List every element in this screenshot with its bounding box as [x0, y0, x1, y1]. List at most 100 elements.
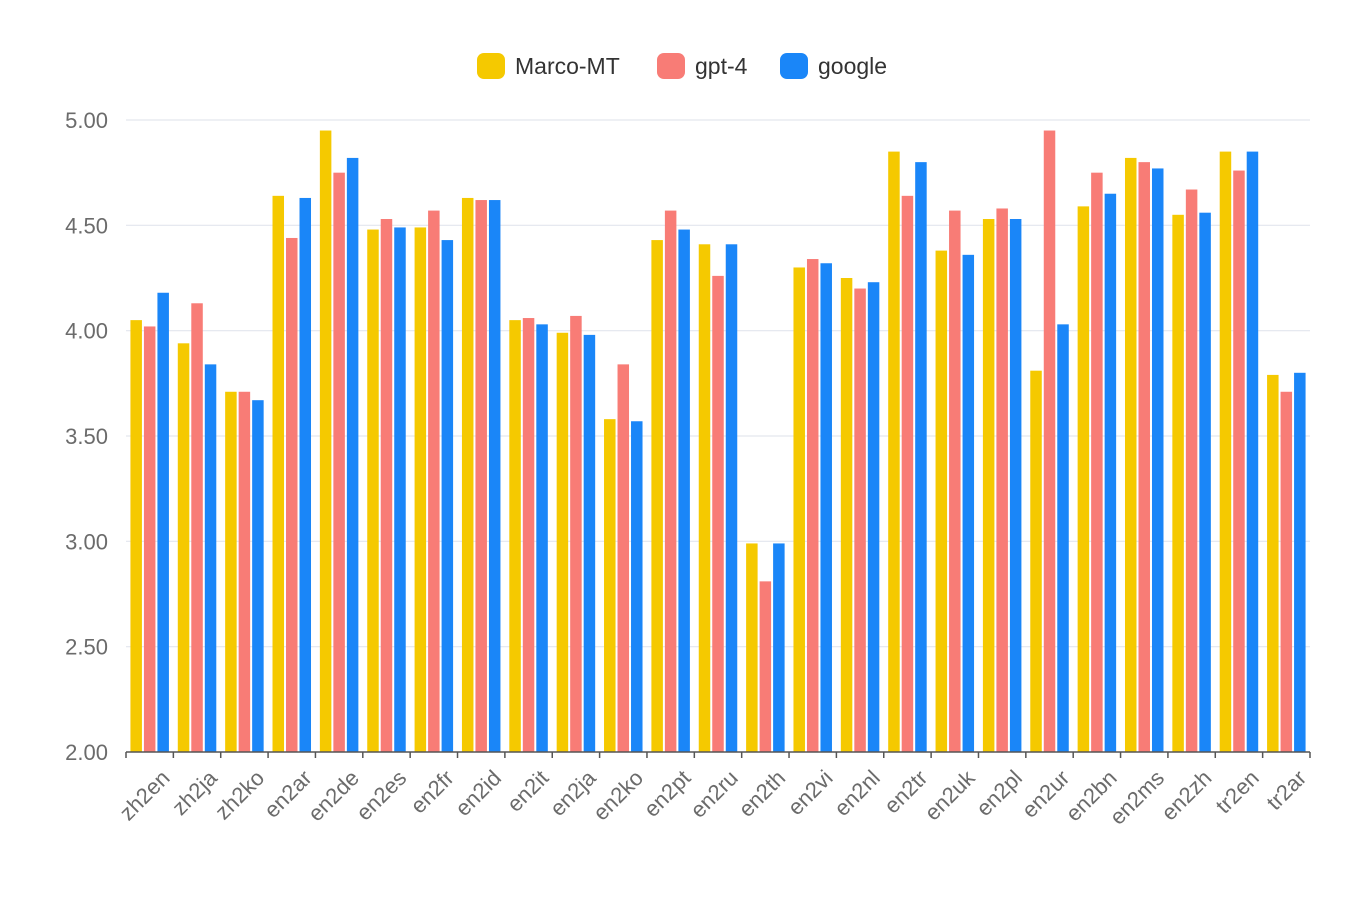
bar-google-en2es [394, 227, 406, 752]
legend-label: gpt-4 [695, 53, 748, 79]
bar-gpt-4-zh2en [143, 326, 156, 752]
legend-swatch [477, 53, 505, 79]
x-tick-label: en2th [734, 765, 791, 822]
y-tick-label: 3.50 [65, 424, 108, 449]
bar-google-en2ru [725, 244, 738, 753]
y-tick-label: 2.00 [65, 740, 108, 765]
bar-marco-mt-en2ur [1030, 370, 1042, 752]
x-tick-label: en2pl [971, 765, 1027, 821]
bar-google-en2tr [915, 162, 927, 752]
x-tick-label: en2nl [829, 765, 885, 821]
bar-gpt-4-en2bn [1091, 172, 1103, 753]
bar-google-zh2ko [252, 400, 264, 752]
legend: Marco-MT gpt-4 google [477, 53, 887, 79]
bar-gpt-4-en2nl [854, 288, 866, 752]
bar-gpt-4-en2ar [286, 237, 298, 753]
bar-google-en2uk [962, 254, 975, 752]
bar-google-tr2ar [1294, 372, 1306, 752]
bar-gpt-4-en2zh [1185, 189, 1198, 752]
x-tick-label: zh2ko [210, 765, 269, 824]
bar-marco-mt-tr2ar [1267, 374, 1279, 752]
bar-marco-mt-en2ru [698, 244, 711, 753]
bar-gpt-4-tr2en [1233, 170, 1245, 752]
y-tick-label: 5.00 [65, 108, 108, 133]
legend-label: google [818, 53, 887, 79]
bar-google-en2bn [1104, 193, 1117, 753]
x-tick-label: en2ru [685, 765, 742, 822]
x-tick-label: en2es [351, 765, 411, 825]
bar-google-en2ur [1057, 324, 1069, 752]
legend-swatch [780, 53, 808, 79]
x-tick-label: en2fr [406, 765, 459, 818]
legend-item-gpt-4: gpt-4 [657, 53, 748, 79]
legend-swatch [657, 53, 685, 79]
bar-gpt-4-en2ko [617, 364, 630, 752]
bar-marco-mt-en2pt [651, 240, 663, 752]
bar-google-en2pt [678, 229, 690, 753]
bar-google-en2ms [1151, 168, 1164, 752]
bar-google-en2pl [1009, 219, 1022, 752]
bar-google-en2ar [299, 197, 312, 752]
bar-marco-mt-en2uk [935, 250, 948, 753]
bar-google-en2ja [583, 334, 596, 752]
bar-gpt-4-en2id [475, 200, 487, 753]
bar-google-zh2en [157, 292, 169, 752]
x-tick-label: tr2ar [1261, 765, 1311, 815]
bar-marco-mt-en2ko [604, 419, 616, 752]
bar-marco-mt-en2ar [272, 195, 285, 753]
bar-gpt-4-en2vi [806, 259, 819, 752]
bar-gpt-4-en2pl [996, 208, 1008, 753]
x-tick-label: en2de [303, 765, 364, 826]
bar-gpt-4-en2ru [712, 275, 724, 752]
bar-marco-mt-en2nl [840, 278, 853, 752]
bar-marco-mt-en2fr [414, 227, 427, 752]
y-axis-ticks: 2.00 2.50 3.00 3.50 4.00 4.50 5.00 [65, 108, 108, 765]
bar-google-en2it [536, 324, 548, 752]
bar-marco-mt-en2pl [982, 219, 995, 752]
bar-gpt-4-zh2ja [191, 303, 203, 752]
bar-marco-mt-en2es [367, 229, 379, 753]
x-tick-label: en2vi [783, 765, 838, 820]
bar-marco-mt-en2bn [1077, 206, 1090, 752]
bar-google-en2th [773, 543, 785, 752]
bar-google-en2id [488, 200, 501, 753]
x-tick-label: en2zh [1156, 765, 1216, 825]
bar-marco-mt-en2vi [793, 267, 805, 752]
legend-item-marco-mt: Marco-MT [477, 53, 620, 79]
bar-marco-mt-tr2en [1219, 151, 1232, 753]
bar-gpt-4-en2ms [1138, 162, 1150, 752]
y-tick-label: 4.00 [65, 319, 108, 344]
bar-marco-mt-zh2en [130, 320, 142, 752]
legend-label: Marco-MT [515, 53, 620, 79]
bar-marco-mt-zh2ja [177, 343, 190, 752]
bar-gpt-4-en2ur [1043, 130, 1056, 752]
bar-gpt-4-en2pt [664, 210, 677, 753]
x-tick-label: zh2en [114, 765, 174, 825]
x-tick-label: en2pt [639, 765, 696, 822]
bar-google-en2nl [867, 282, 880, 752]
bar-google-en2vi [820, 263, 832, 752]
bar-marco-mt-en2ms [1124, 157, 1137, 753]
x-axis [125, 751, 1311, 758]
bar-marco-mt-en2id [461, 197, 474, 752]
bar-marco-mt-en2de [319, 130, 332, 752]
bar-gpt-4-en2fr [428, 210, 440, 753]
bar-marco-mt-en2tr [888, 151, 900, 753]
x-tick-label: en2ms [1105, 765, 1169, 829]
legend-item-google: google [780, 53, 887, 79]
bar-gpt-4-tr2ar [1280, 391, 1293, 752]
bar-marco-mt-en2zh [1172, 214, 1184, 753]
bar-gpt-4-en2ja [570, 315, 582, 752]
bar-google-en2fr [441, 240, 454, 752]
bar-gpt-4-en2de [333, 172, 345, 753]
bar-gpt-4-en2uk [949, 210, 961, 753]
x-tick-label: en2id [450, 765, 506, 821]
x-tick-label: tr2en [1211, 765, 1264, 818]
bar-gpt-4-zh2ko [238, 391, 251, 752]
y-tick-label: 3.00 [65, 529, 108, 554]
x-axis-labels: zh2enzh2jazh2koen2aren2deen2esen2fren2id… [114, 764, 1311, 829]
bar-gpt-4-en2th [759, 581, 772, 752]
bar-google-en2de [346, 157, 359, 753]
